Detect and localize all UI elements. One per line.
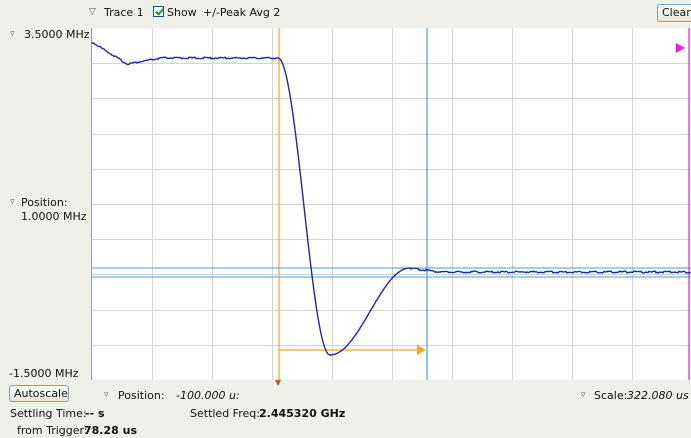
y-position-label: Position: xyxy=(21,196,68,209)
x-position-label: Position: xyxy=(118,389,165,402)
detection-mode-label: +/-Peak Avg 2 xyxy=(203,6,281,19)
y-position-value[interactable]: 1.0000 MHz xyxy=(21,210,87,223)
trace-line xyxy=(92,41,691,356)
magenta-marker-flag[interactable] xyxy=(676,43,685,53)
trace-selector[interactable]: Trace 1 xyxy=(104,6,144,19)
y-top-adjust-icon[interactable]: ▿ xyxy=(10,29,15,39)
x-scale-label: Scale: xyxy=(594,389,628,402)
show-checkbox[interactable] xyxy=(153,6,164,17)
trigger-marker-icon[interactable]: ▼ xyxy=(275,378,282,387)
trace-toolbar: ▽ Trace 1 Show +/-Peak Avg 2 Clear xyxy=(0,0,691,26)
y-axis-bottom-value[interactable]: -1.5000 MHz xyxy=(9,367,79,380)
y-axis-top-value[interactable]: 3.5000 MHz xyxy=(24,28,90,41)
show-label: Show xyxy=(167,6,197,19)
y-position-adjust-icon[interactable]: ▿ xyxy=(10,197,15,207)
plot-grid xyxy=(92,28,691,380)
trace-dropdown-icon[interactable]: ▽ xyxy=(89,7,96,17)
x-position-value[interactable]: -100.000 u: xyxy=(176,389,240,402)
settled-freq-value: 2.445320 GHz xyxy=(259,407,346,420)
x-scale-adjust-icon[interactable]: ▿ xyxy=(581,390,586,400)
frequency-vs-time-plot[interactable] xyxy=(91,28,691,380)
settling-arrow-head xyxy=(417,345,426,355)
clear-button[interactable]: Clear xyxy=(657,4,691,22)
x-scale-value[interactable]: 322.080 us xyxy=(627,389,689,402)
autoscale-button[interactable]: Autoscale xyxy=(9,385,69,402)
from-trigger-value: 78.28 us xyxy=(84,424,138,437)
settling-time-label: Settling Time: xyxy=(10,407,87,420)
settling-time-value: -- s xyxy=(85,407,105,420)
x-position-adjust-icon[interactable]: ▿ xyxy=(104,390,109,400)
settled-freq-label: Settled Freq: xyxy=(190,407,260,420)
plot-svg xyxy=(92,28,691,380)
from-trigger-label: from Trigger: xyxy=(17,424,88,437)
